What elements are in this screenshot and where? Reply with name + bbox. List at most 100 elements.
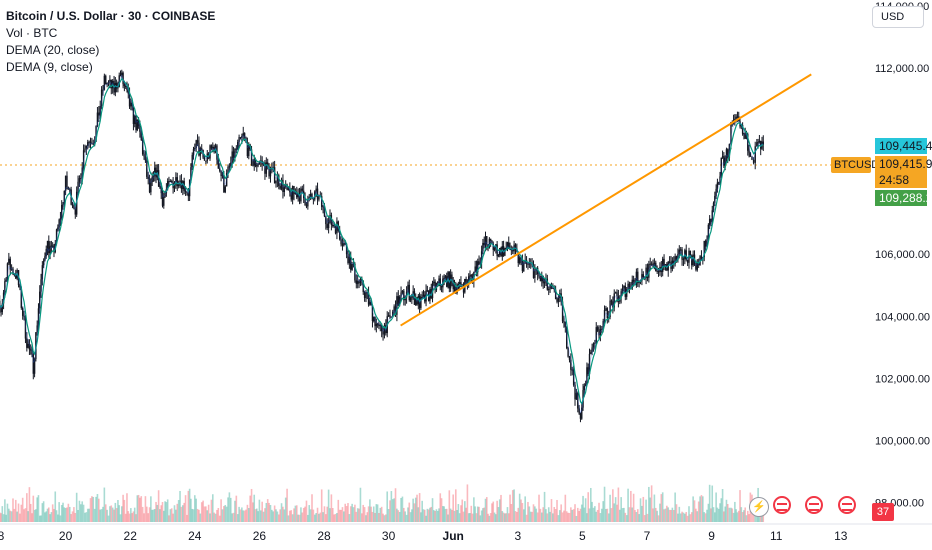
volume-bar [118,505,121,522]
candle-body [269,169,272,177]
volume-bar [606,508,609,522]
candle-body [518,257,521,264]
volume-bar [128,513,131,522]
candle-body [356,281,359,284]
price-axis[interactable]: 114,000.00112,000.00106,000.00104,000.00… [875,1,930,509]
candle-body [9,258,11,270]
us-flag-icon-3[interactable] [838,496,856,514]
candle-body [278,175,280,187]
volume-bar [213,512,215,522]
candle-body [603,309,606,322]
volume-bar [538,494,540,522]
volume-bar [308,505,311,522]
candle-body [444,276,447,279]
candle-body [173,183,176,189]
volume-bar [514,511,517,522]
volume-bar [646,513,649,522]
volume-bar [449,508,452,522]
candle-body [710,218,712,222]
candle-body [488,238,491,249]
candle-body [682,258,685,260]
trendline[interactable] [400,73,812,327]
legend-dema20[interactable]: DEMA (20, close) [6,43,100,57]
candle-body [315,188,317,192]
candle-body [67,187,70,190]
legend-title[interactable]: Bitcoin / U.S. Dollar · 30 · COINBASE [6,9,216,23]
legend-dema9[interactable]: DEMA (9, close) [6,60,93,74]
candle-body [256,165,258,167]
time-axis[interactable]: 8 20 22 24 26 28 30 Jun 3 5 7 9 11 13 [0,529,848,543]
candle-body [653,262,656,267]
candle-body [91,143,93,145]
volume-bar [301,512,304,522]
volume-bar [607,513,610,522]
last-price-tag: 109,415.91 [875,156,932,172]
volume-bar [232,512,235,522]
candle-body [45,249,47,257]
volume-bar [602,501,604,522]
candle-body [624,285,627,297]
candle-body [1,303,3,313]
volume-bar [401,496,404,522]
lightning-icon[interactable]: ⚡ [749,497,769,517]
volume-bar [697,501,700,522]
candle-body [69,189,71,191]
volume-bar [430,506,433,522]
volume-bar [99,509,102,522]
volume-bar [228,492,231,522]
volume-bar [100,509,103,522]
volume-bar [16,511,18,522]
candle-body [706,239,708,247]
candle-body [681,249,683,260]
events-count-badge[interactable]: 37 [872,503,894,521]
volume-bar [1,506,4,522]
candle-body [602,321,604,329]
volume-bar [276,511,279,522]
candle-body [744,133,746,139]
volume-bar [272,511,275,522]
candle-body [517,251,519,264]
candle-body [366,292,368,294]
candle-body [389,315,391,318]
candle-body [549,285,551,290]
x-tick-2: 22 [124,529,138,543]
us-flag-icon[interactable] [773,496,791,514]
candle-body [285,184,287,187]
volume-bar [382,513,384,522]
us-flag-icon-2[interactable] [805,496,823,514]
candle-body [253,159,255,166]
legend-volume[interactable]: Vol · BTC [6,26,58,40]
candle-body [686,259,689,263]
candle-body [283,186,286,193]
candle-body [336,221,338,234]
volume-bar [469,513,471,522]
candle-body [401,290,404,293]
volume-bar [689,514,692,522]
dema9-line [0,74,764,414]
volume-bar [457,504,460,522]
candle-body [563,321,565,323]
currency-selector[interactable]: USD [872,6,924,28]
candle-body [553,288,555,290]
candle-body [265,162,268,174]
volume-bar [252,502,254,522]
candle-body [598,330,600,336]
volume-bar [484,498,487,522]
volume-bar [75,492,78,522]
candle-body [87,142,89,146]
volume-bar [613,503,616,522]
volume-bar [553,506,556,522]
volume-bar [225,506,228,522]
candle-body [621,288,624,292]
volume-bar [746,510,749,522]
candle-body [210,145,213,149]
candle-body [453,286,456,290]
volume-bar [521,503,524,522]
volume-bar [628,507,631,522]
x-tick-1: 20 [59,529,73,543]
volume-bar [42,501,45,522]
volume-bar [175,509,177,522]
candle-body [248,144,250,157]
volume-bar [186,514,188,522]
